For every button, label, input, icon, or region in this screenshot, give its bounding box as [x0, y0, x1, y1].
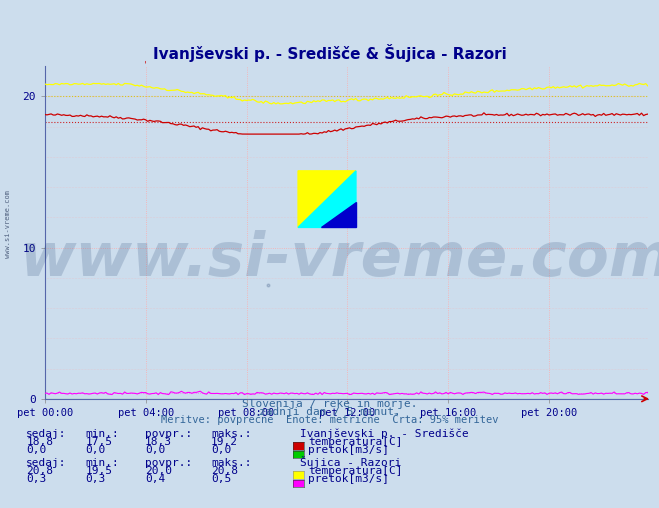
Text: sedaj:: sedaj:: [26, 458, 67, 468]
Text: temperatura[C]: temperatura[C]: [308, 466, 403, 476]
Text: 0,3: 0,3: [26, 474, 47, 484]
Text: Meritve: povprečne  Enote: metrične  Črta: 95% meritev: Meritve: povprečne Enote: metrične Črta:…: [161, 412, 498, 425]
Polygon shape: [298, 171, 356, 228]
Text: 0,4: 0,4: [145, 474, 165, 484]
Text: povpr.:: povpr.:: [145, 429, 192, 439]
Text: 19,2: 19,2: [211, 437, 238, 447]
Text: Slovenija / reke in morje.: Slovenija / reke in morje.: [242, 399, 417, 409]
Text: 0,3: 0,3: [86, 474, 106, 484]
Text: 20,8: 20,8: [211, 466, 238, 476]
Text: 19,5: 19,5: [86, 466, 113, 476]
Text: 20,0: 20,0: [145, 466, 172, 476]
Polygon shape: [321, 202, 356, 228]
Text: 0,0: 0,0: [26, 445, 47, 455]
Text: Šujica - Razori: Šujica - Razori: [300, 456, 401, 468]
Text: maks.:: maks.:: [211, 458, 251, 468]
Text: maks.:: maks.:: [211, 429, 251, 439]
Text: min.:: min.:: [86, 458, 119, 468]
Text: 17,5: 17,5: [86, 437, 113, 447]
Polygon shape: [298, 171, 356, 228]
Text: 0,0: 0,0: [86, 445, 106, 455]
Text: 0,0: 0,0: [145, 445, 165, 455]
Text: 18,3: 18,3: [145, 437, 172, 447]
Text: temperatura[C]: temperatura[C]: [308, 437, 403, 447]
Text: Ivanjševski p. - Središče & Šujica - Razori: Ivanjševski p. - Središče & Šujica - Raz…: [153, 44, 506, 62]
Text: 0,0: 0,0: [211, 445, 231, 455]
Text: pretok[m3/s]: pretok[m3/s]: [308, 474, 389, 484]
Text: povpr.:: povpr.:: [145, 458, 192, 468]
Text: Ivanjševski p. - Središče: Ivanjševski p. - Središče: [300, 428, 469, 439]
Text: 0,5: 0,5: [211, 474, 231, 484]
Text: pretok[m3/s]: pretok[m3/s]: [308, 445, 389, 455]
Text: min.:: min.:: [86, 429, 119, 439]
Text: 18,8: 18,8: [26, 437, 53, 447]
Text: www.si-vreme.com: www.si-vreme.com: [20, 230, 659, 289]
Text: sedaj:: sedaj:: [26, 429, 67, 439]
Text: www.si-vreme.com: www.si-vreme.com: [5, 189, 11, 258]
Text: 20,8: 20,8: [26, 466, 53, 476]
Text: zadnji dan / 5 minut.: zadnji dan / 5 minut.: [258, 407, 401, 417]
